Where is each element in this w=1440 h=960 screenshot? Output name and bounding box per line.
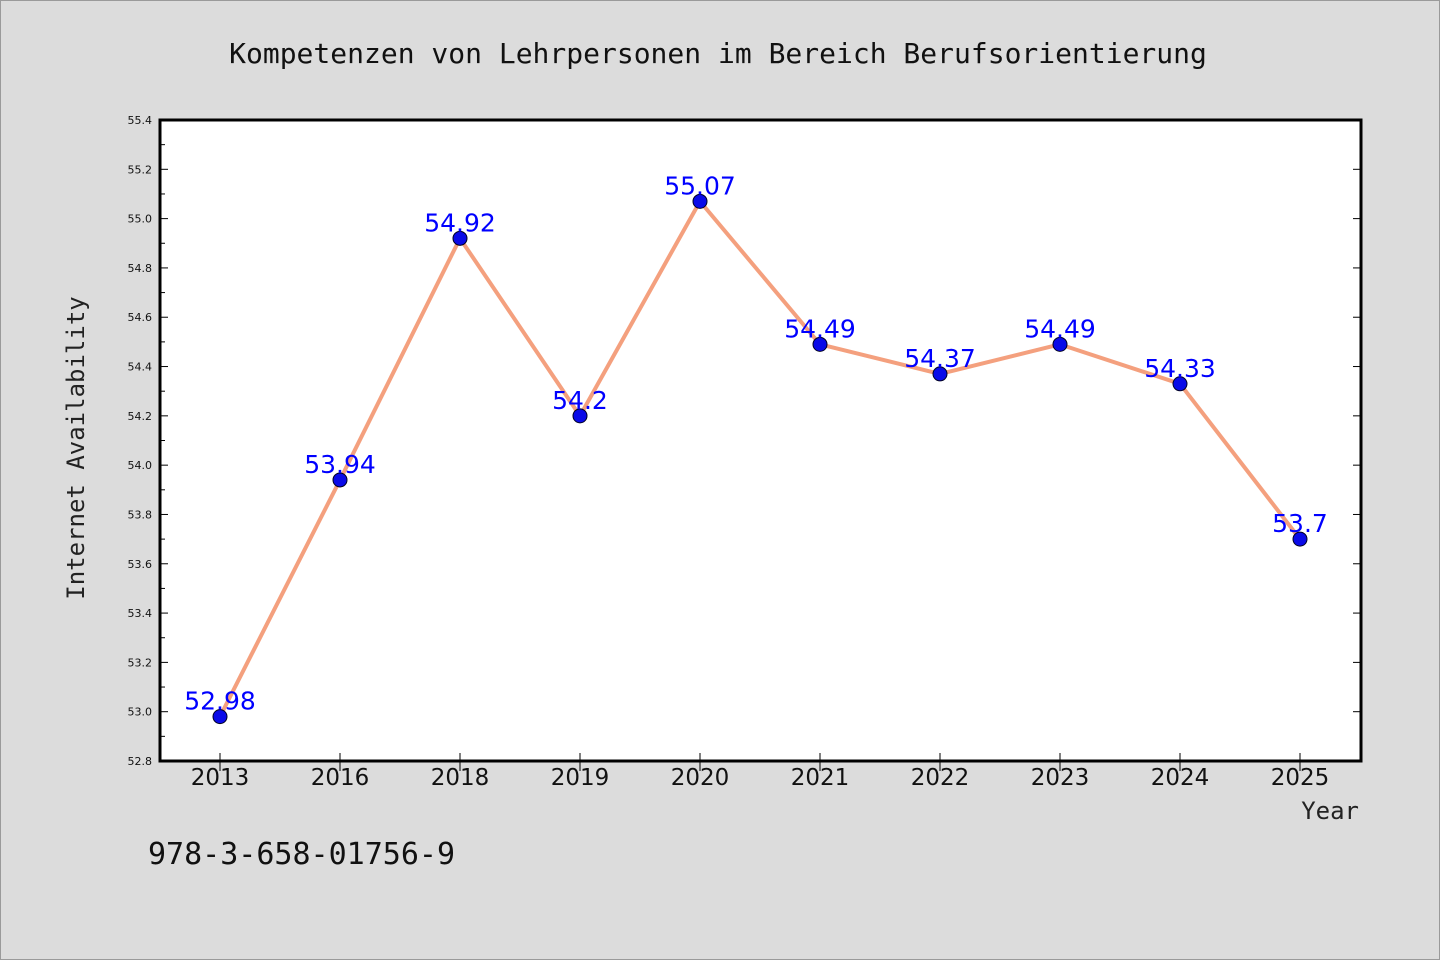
- data-label: 52.98: [184, 687, 256, 716]
- y-tick-label: 52.8: [128, 755, 153, 768]
- data-label: 54.33: [1144, 354, 1216, 383]
- data-label-layer: 52.98 53.94 54.92 54.2 55.07 54.49 54.37 54.49 5…: [184, 171, 1328, 715]
- y-tick-label: 55.4: [128, 114, 153, 127]
- data-label: 54.37: [904, 344, 976, 373]
- y-axis-label: Internet Availability: [62, 296, 90, 599]
- chart-title: Kompetenzen von Lehrpersonen im Bereich …: [229, 37, 1207, 70]
- data-point: [572, 408, 588, 424]
- data-point: [1172, 376, 1188, 392]
- x-tick-label: 2025: [1271, 765, 1330, 791]
- x-tick-label: 2016: [311, 765, 370, 791]
- data-label: 54.49: [784, 314, 856, 343]
- data-label: 54.2: [552, 386, 608, 415]
- y-tick-label: 54.0: [128, 459, 153, 472]
- x-axis: 2013 2016 2018 2019 2020 2021 2022 2023 2024 2025: [191, 753, 1330, 791]
- data-point: [1292, 531, 1308, 547]
- x-tick-label: 2018: [431, 765, 490, 791]
- data-label: 53.7: [1272, 509, 1328, 538]
- y-axis: 52.8 53.0 53.2 53.4 53.6 53.8 54.0 54.2 54.4 54.6…: [128, 114, 1361, 768]
- data-label: 55.07: [664, 171, 736, 200]
- x-tick-label: 2013: [191, 765, 250, 791]
- data-point: [932, 366, 948, 382]
- y-tick-label: 54.8: [128, 262, 153, 275]
- y-tick-label: 54.4: [128, 361, 153, 374]
- y-tick-label: 53.0: [128, 706, 153, 719]
- y-tick-label: 55.2: [128, 163, 153, 176]
- data-point: [812, 336, 828, 352]
- data-point: [692, 193, 708, 209]
- plot-area: [158, 118, 1363, 763]
- data-label: 54.92: [424, 208, 496, 237]
- x-tick-label: 2024: [1151, 765, 1210, 791]
- series-layer: [212, 193, 1308, 725]
- x-tick-label: 2023: [1031, 765, 1090, 791]
- y-tick-label: 54.2: [128, 410, 153, 423]
- y-tick-label: 53.2: [128, 656, 153, 669]
- data-point: [332, 472, 348, 488]
- x-axis-label: Year: [1301, 797, 1359, 825]
- isbn-annotation: 978-3-658-01756-9: [148, 837, 455, 872]
- series-line: [218, 199, 1302, 719]
- data-label: 53.94: [304, 450, 376, 479]
- data-label: 54.49: [1024, 314, 1096, 343]
- y-tick-label: 55.0: [128, 213, 153, 226]
- y-tick-label: 53.8: [128, 508, 153, 521]
- x-tick-label: 2019: [551, 765, 610, 791]
- y-tick-label: 53.4: [128, 607, 153, 620]
- y-tick-label: 54.6: [128, 311, 153, 324]
- data-point: [452, 230, 468, 246]
- x-tick-label: 2021: [791, 765, 850, 791]
- x-tick-label: 2020: [671, 765, 730, 791]
- data-point: [212, 709, 228, 725]
- x-tick-label: 2022: [911, 765, 970, 791]
- y-tick-label: 53.6: [128, 558, 153, 571]
- data-point: [1052, 336, 1068, 352]
